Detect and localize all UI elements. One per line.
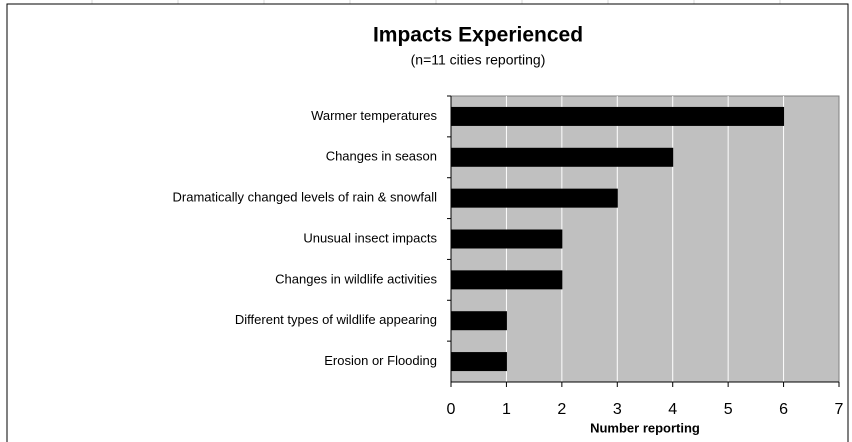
x-tick-label: 1 <box>502 401 511 418</box>
x-tick-label: 3 <box>613 401 622 418</box>
y-tick-label: Unusual insect impacts <box>303 230 437 245</box>
x-tick-label: 7 <box>835 401 844 418</box>
bar <box>450 352 507 372</box>
y-tick-label: Warmer temperatures <box>311 108 437 123</box>
x-axis-title: Number reporting <box>590 420 700 435</box>
spreadsheet-grid <box>91 0 781 6</box>
y-tick-label: Different types of wildlife appearing <box>235 312 437 327</box>
y-tick-label: Erosion or Flooding <box>324 353 437 368</box>
chart-subtitle: (n=11 cities reporting) <box>411 52 546 68</box>
bar <box>450 270 563 290</box>
x-tick-label: 0 <box>447 401 456 418</box>
bar <box>450 229 563 249</box>
bar <box>450 106 785 126</box>
x-tick-label: 2 <box>557 401 566 418</box>
y-tick-label: Changes in wildlife activities <box>275 271 437 286</box>
x-tick-label: 4 <box>668 401 677 418</box>
bar <box>450 188 618 208</box>
y-tick-label: Changes in season <box>326 149 437 164</box>
y-tick-label: Dramatically changed levels of rain & sn… <box>173 190 438 205</box>
bar <box>450 147 674 167</box>
chart-title: Impacts Experienced <box>373 24 583 47</box>
x-tick-label: 5 <box>724 401 733 418</box>
x-tick-label: 6 <box>779 401 788 418</box>
bar <box>450 311 507 331</box>
